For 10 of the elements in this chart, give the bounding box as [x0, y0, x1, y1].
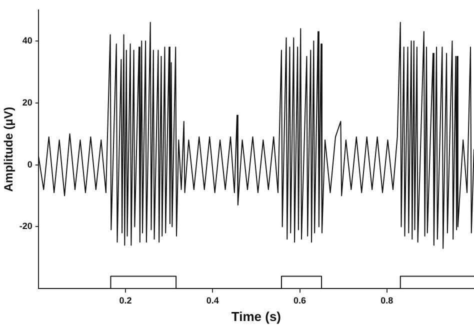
y-tick-label: 0	[27, 159, 32, 170]
x-tick-label: 0.4	[206, 295, 219, 306]
x-axis-title: Time (s)	[231, 308, 282, 324]
x-tick-label: 0.8	[380, 295, 394, 306]
x-tick-label: 0.2	[119, 295, 132, 306]
y-tick-label: 20	[22, 97, 32, 108]
y-tick-label: 40	[22, 35, 32, 46]
y-tick-label: -20	[19, 221, 32, 232]
x-tick-label: 0.6	[294, 295, 306, 306]
y-axis-title: Amplitude (µV)	[2, 106, 16, 192]
